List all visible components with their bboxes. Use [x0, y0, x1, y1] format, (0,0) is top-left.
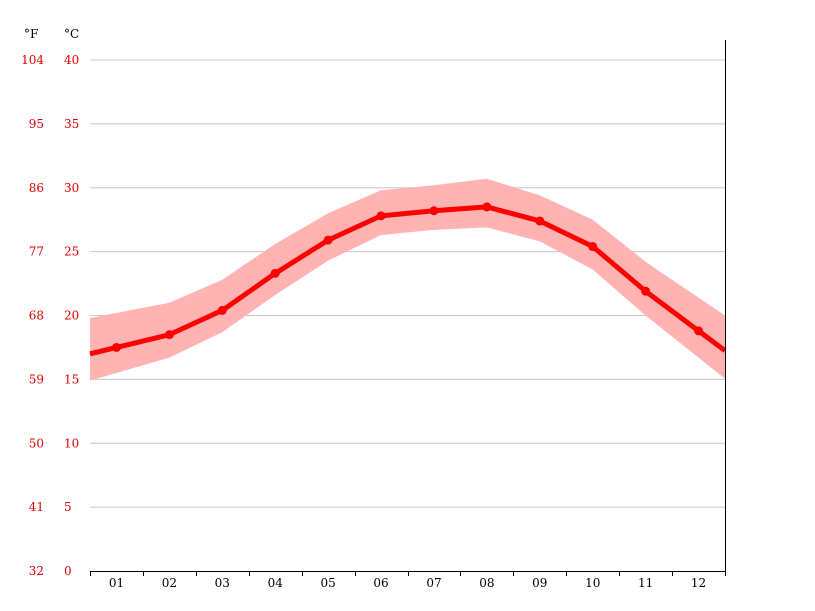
- celsius-tick-label: 10: [64, 436, 79, 450]
- data-point: [535, 216, 545, 226]
- celsius-tick-label: 35: [64, 117, 79, 131]
- data-point: [164, 330, 174, 340]
- temperature-line: [89, 202, 727, 357]
- x-tick-label: 01: [109, 576, 124, 590]
- celsius-unit-label: °C: [64, 27, 79, 41]
- fahrenheit-tick-label: 32: [29, 564, 44, 578]
- data-point: [270, 268, 280, 278]
- x-tick-label: 08: [479, 576, 494, 590]
- x-tick-label: 10: [585, 576, 600, 590]
- celsius-tick-label: 5: [64, 500, 72, 514]
- celsius-tick-label: 40: [64, 53, 79, 67]
- x-tick-label: 04: [268, 576, 284, 590]
- fahrenheit-tick-label: 95: [29, 117, 44, 131]
- x-tick-label: 11: [638, 576, 653, 590]
- fahrenheit-tick-label: 68: [29, 309, 44, 323]
- temperature-range-band: [90, 178, 725, 381]
- x-tick-label: 02: [162, 576, 177, 590]
- celsius-tick-label: 0: [64, 564, 72, 578]
- x-tick-label: 06: [373, 576, 388, 590]
- axis-labels: °F °C 32 0 41 5 50 10 59 15 68 20 77 25 86 30 95 35 104 4…: [21, 27, 706, 590]
- celsius-tick-label: 25: [64, 245, 79, 259]
- fahrenheit-unit-label: °F: [24, 27, 38, 41]
- fahrenheit-tick-label: 41: [29, 500, 44, 514]
- fahrenheit-tick-label: 86: [29, 181, 44, 195]
- data-point: [641, 286, 651, 296]
- fahrenheit-tick-label: 50: [29, 436, 44, 450]
- axes: [90, 40, 726, 576]
- data-point: [323, 235, 333, 245]
- fahrenheit-tick-label: 104: [21, 53, 44, 67]
- data-point: [694, 326, 704, 336]
- fahrenheit-tick-label: 59: [29, 372, 44, 386]
- x-tick-label: 03: [215, 576, 230, 590]
- data-point: [482, 202, 492, 212]
- range-band-area: [90, 178, 725, 381]
- x-tick-label: 12: [691, 576, 706, 590]
- data-point: [111, 342, 121, 352]
- celsius-tick-label: 20: [64, 309, 79, 323]
- data-point: [217, 305, 227, 315]
- celsius-tick-label: 30: [64, 181, 79, 195]
- data-point: [588, 242, 598, 252]
- celsius-tick-label: 15: [64, 372, 79, 386]
- fahrenheit-tick-label: 77: [29, 245, 44, 259]
- x-tick-label: 05: [320, 576, 335, 590]
- data-point: [376, 211, 386, 221]
- data-point: [429, 206, 439, 216]
- average-temperature-line: [89, 204, 727, 357]
- x-tick-label: 07: [426, 576, 441, 590]
- x-tick-label: 09: [532, 576, 547, 590]
